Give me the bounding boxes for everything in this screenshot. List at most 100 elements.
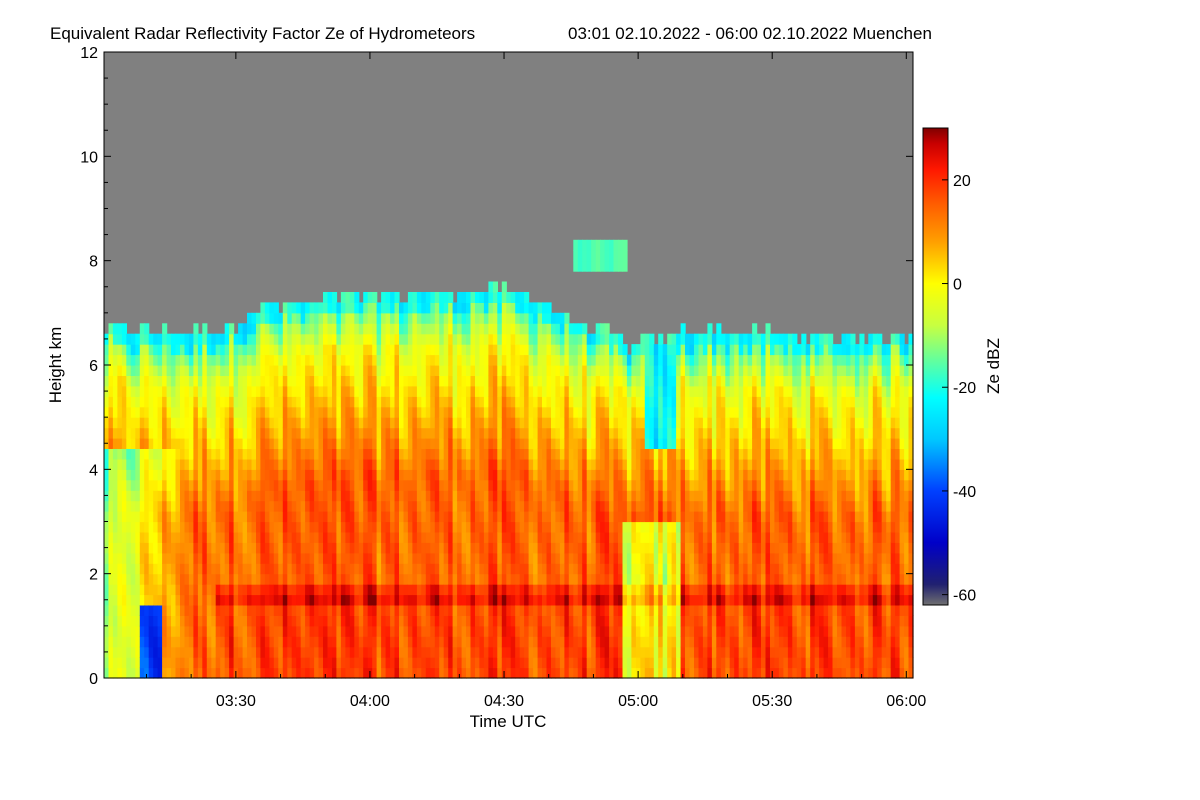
ze-cell (323, 365, 329, 376)
ze-cell (434, 563, 440, 575)
ze-cell (577, 584, 583, 596)
ze-cell (533, 490, 539, 502)
ze-cell (211, 385, 217, 397)
ze-cell (287, 542, 293, 554)
ze-cell (470, 625, 476, 637)
ze-cell (457, 563, 463, 575)
ze-cell (135, 354, 141, 366)
ze-cell (528, 354, 534, 366)
ze-cell (197, 667, 203, 679)
ze-cell (492, 490, 498, 502)
ze-cell (671, 344, 677, 356)
ze-cell (211, 615, 217, 627)
ze-cell (421, 667, 427, 679)
ze-cell (148, 417, 154, 429)
ze-cell (148, 500, 154, 512)
ze-cell (524, 365, 530, 376)
ze-cell (537, 490, 543, 502)
ze-cell (269, 636, 275, 648)
ze-cell (381, 625, 387, 637)
ze-cell (698, 375, 704, 387)
ze-cell (390, 417, 396, 429)
ze-cell (144, 458, 150, 470)
ze-cell (171, 375, 177, 387)
ze-cell (340, 448, 346, 460)
ze-cell (273, 365, 279, 376)
ze-cell (287, 427, 293, 439)
ze-cell (273, 396, 279, 408)
ze-cell (533, 333, 539, 345)
ze-cell (139, 354, 145, 366)
ze-cell (318, 333, 324, 345)
ze-cell (197, 438, 203, 449)
ze-cell (135, 490, 141, 502)
ze-cell (206, 385, 212, 397)
ze-cell (224, 563, 230, 575)
ze-cell (555, 584, 561, 596)
ze-cell (653, 385, 659, 397)
ze-cell (439, 365, 445, 376)
ze-cell (184, 542, 190, 554)
ze-cell (479, 438, 485, 449)
ze-cell (564, 636, 570, 648)
ze-cell (524, 531, 530, 543)
ze-cell (568, 479, 574, 491)
ze-cell (358, 375, 364, 387)
ze-cell (323, 636, 329, 648)
ze-cell (613, 511, 619, 523)
ze-cell (671, 552, 677, 564)
ze-cell (707, 552, 713, 564)
ze-cell (412, 594, 418, 606)
ze-cell (707, 479, 713, 491)
ze-cell (510, 605, 516, 616)
ze-cell (269, 458, 275, 470)
ze-cell (340, 636, 346, 648)
ze-cell (340, 323, 346, 335)
ze-cell (407, 427, 413, 439)
ze-cell (533, 438, 539, 449)
ze-cell (193, 563, 199, 575)
ze-cell (501, 365, 507, 376)
ze-cell (622, 469, 628, 481)
ze-cell (595, 417, 601, 429)
ze-cell (537, 323, 543, 335)
ze-cell (551, 636, 557, 648)
ze-cell (108, 344, 114, 356)
ze-cell (358, 427, 364, 439)
ze-cell (609, 239, 615, 251)
ze-cell (694, 646, 700, 658)
ze-cell (126, 448, 132, 460)
ze-cell (546, 479, 552, 491)
ze-cell (202, 375, 208, 387)
ze-cell (528, 500, 534, 512)
ze-cell (676, 479, 682, 491)
ze-cell (564, 312, 570, 324)
ze-cell (385, 479, 391, 491)
ze-cell (528, 646, 534, 658)
ze-cell (260, 427, 266, 439)
ze-cell (251, 511, 257, 523)
ze-cell (323, 511, 329, 523)
ze-cell (327, 354, 333, 366)
ze-cell (600, 417, 606, 429)
ze-cell (497, 636, 503, 648)
ze-cell (479, 615, 485, 627)
ze-cell (568, 521, 574, 533)
ze-cell (340, 625, 346, 637)
ze-cell (247, 479, 253, 491)
ze-cell (443, 344, 449, 356)
ze-cell (515, 667, 521, 679)
ze-cell (416, 490, 422, 502)
ze-cell (559, 584, 565, 596)
ze-cell (273, 657, 279, 669)
ze-cell (577, 636, 583, 648)
ze-cell (220, 594, 226, 606)
ze-cell (568, 542, 574, 554)
ze-cell (595, 239, 601, 251)
ze-cell (188, 552, 194, 564)
ze-cell (238, 438, 244, 449)
ze-cell (193, 625, 199, 637)
ze-cell (175, 479, 181, 491)
ze-cell (685, 636, 691, 648)
ze-cell (720, 521, 726, 533)
